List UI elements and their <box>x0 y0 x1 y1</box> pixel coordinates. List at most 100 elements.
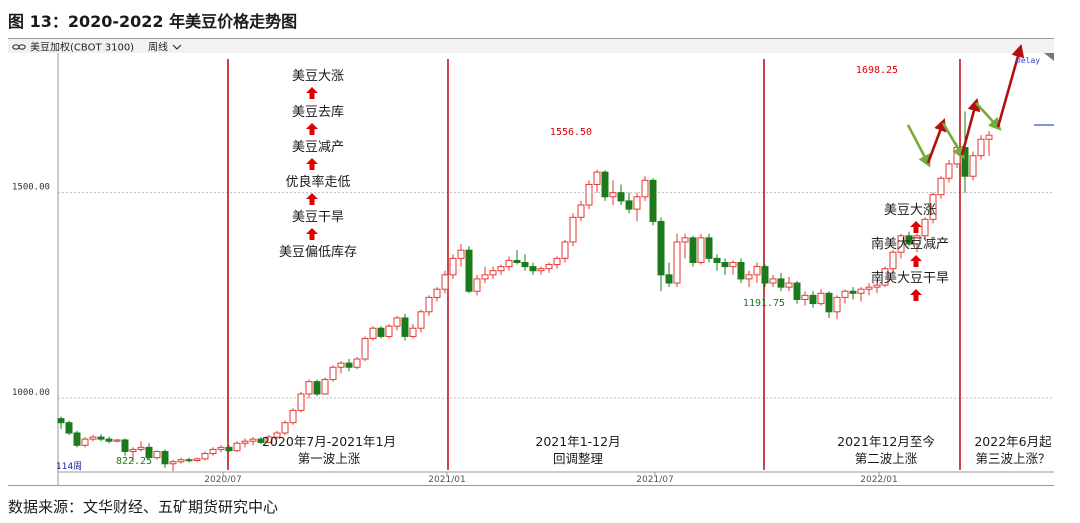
x-tick-label: 2020/07 <box>204 475 241 485</box>
candle <box>641 176 649 201</box>
candle <box>113 439 121 443</box>
candle <box>625 192 633 214</box>
candle <box>361 336 369 362</box>
chart-header-bar <box>8 39 1054 53</box>
forecast-arrow-up <box>996 43 1025 128</box>
candle <box>377 326 385 339</box>
candle <box>561 239 569 263</box>
red-up-arrow-icon <box>306 158 318 170</box>
phase-label-line2: 第一波上涨 <box>298 451 361 466</box>
x-tick-label: 2021/07 <box>636 475 673 485</box>
candle <box>537 266 545 275</box>
candle <box>905 231 913 247</box>
candle <box>593 169 601 193</box>
candle <box>849 287 857 300</box>
candle <box>97 434 105 442</box>
y-tick-label: 1500.00 <box>12 183 50 193</box>
figure-title: 图 13：2020-2022 年美豆价格走势图 <box>8 12 298 31</box>
red-up-arrow-icon <box>910 255 922 267</box>
candle <box>321 377 329 395</box>
candle <box>841 289 849 304</box>
y-tick-label: 1000.00 <box>12 388 50 398</box>
annotation-right-2: 南美大豆干旱 <box>871 270 949 286</box>
candle <box>105 436 113 444</box>
candle <box>745 270 753 288</box>
candle <box>889 250 897 273</box>
candle <box>865 283 873 296</box>
candle <box>193 457 201 462</box>
delay-corner-marker <box>1044 53 1054 61</box>
candle <box>897 233 905 259</box>
candle <box>233 441 241 453</box>
phase-label-line1: 2021年12月至今 <box>837 434 935 449</box>
candle <box>241 438 249 448</box>
candle <box>417 309 425 333</box>
price-label-low: 822.25 <box>116 456 152 467</box>
candle <box>313 379 321 397</box>
candle <box>929 192 937 224</box>
candle <box>89 435 97 442</box>
candle <box>977 135 985 160</box>
candle <box>697 233 705 265</box>
price-label-low: 1191.75 <box>743 298 785 309</box>
candle <box>617 184 625 205</box>
candle <box>601 170 609 201</box>
candle <box>225 445 233 453</box>
chain-link-icon[interactable] <box>12 44 26 50</box>
forecast-arrow-up <box>926 118 947 164</box>
annotation-left-0: 美豆大涨 <box>292 69 344 84</box>
candle <box>657 217 665 292</box>
period-count-label: 114周 <box>56 461 82 472</box>
candle <box>473 274 481 296</box>
candle <box>785 276 793 292</box>
candle <box>489 266 497 279</box>
annotation-left-5: 美豆偏低库存 <box>279 244 357 260</box>
candle <box>569 213 577 247</box>
candle <box>505 256 513 271</box>
red-up-arrow-icon <box>306 87 318 99</box>
candle <box>585 180 593 210</box>
forecast-arrow-down <box>906 124 931 168</box>
candle <box>289 408 297 425</box>
candle <box>513 250 521 265</box>
candle <box>737 258 745 284</box>
annotation-right-1: 南美大豆减产 <box>871 236 949 252</box>
candle <box>185 457 193 463</box>
candle <box>729 260 737 275</box>
candle <box>777 272 785 292</box>
candle <box>161 449 169 468</box>
phase-label-line2: 第三波上涨？ <box>975 451 1050 466</box>
candle <box>809 291 817 308</box>
delay-label: Delay <box>1016 56 1040 65</box>
candle <box>129 447 137 462</box>
candle <box>873 280 881 294</box>
annotation-left-3: 优良率走低 <box>285 174 350 190</box>
chevron-down-icon[interactable] <box>172 44 182 50</box>
phase-label-line1: 2020年7月-2021年1月 <box>262 434 396 449</box>
candle <box>553 256 561 269</box>
candle <box>793 280 801 304</box>
candle <box>545 262 553 273</box>
candle <box>705 233 713 263</box>
candle <box>337 361 345 374</box>
candle <box>833 295 841 320</box>
forecast-arrow-down <box>941 122 965 160</box>
red-up-arrow-icon <box>306 193 318 205</box>
candle <box>145 443 153 460</box>
annotation-left-1: 美豆去库 <box>292 104 344 120</box>
candle <box>57 416 65 429</box>
red-up-arrow-icon <box>306 228 318 240</box>
candle <box>393 315 401 331</box>
candle <box>273 430 281 440</box>
candle <box>209 447 217 456</box>
candle <box>385 324 393 339</box>
forecast-arrow-down <box>975 102 1002 131</box>
interval-selector[interactable]: 周线 <box>148 41 168 54</box>
candle <box>609 180 617 205</box>
candle <box>433 287 441 302</box>
x-tick-label: 2021/01 <box>428 475 465 485</box>
candle <box>689 235 697 267</box>
source-note: 数据来源：文华财经、五矿期货研究中心 <box>8 498 279 516</box>
candle <box>81 437 89 448</box>
candle <box>217 445 225 453</box>
